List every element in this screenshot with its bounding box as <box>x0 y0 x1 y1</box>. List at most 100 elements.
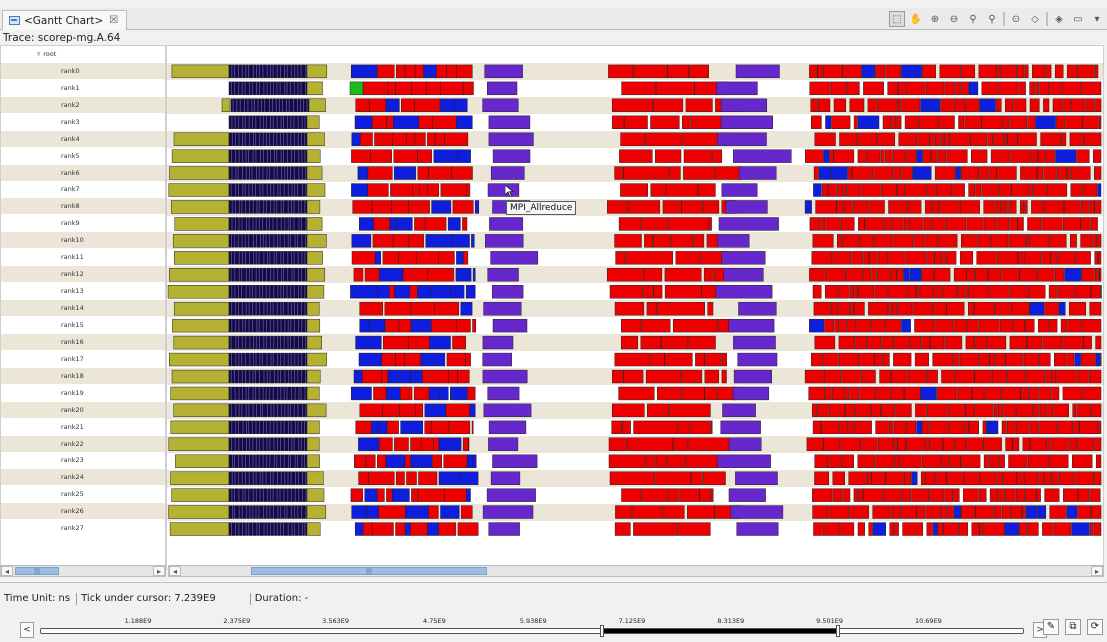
tree-item-rank24[interactable]: rank24 <box>1 469 165 487</box>
state-compute[interactable] <box>1062 98 1072 112</box>
tree-item-rank1[interactable]: rank1 <box>1 80 165 97</box>
state-compute[interactable] <box>687 505 715 519</box>
state-compute[interactable] <box>1006 369 1026 384</box>
state-compute[interactable] <box>854 302 865 316</box>
state-init-tail[interactable] <box>306 522 321 536</box>
state-compute[interactable] <box>805 149 824 163</box>
state-compute[interactable] <box>994 352 1006 367</box>
state-mpi-allreduce[interactable] <box>487 268 519 282</box>
state-mpi-wait[interactable] <box>357 166 369 180</box>
state-init-tail[interactable] <box>306 386 320 401</box>
state-compute[interactable] <box>901 98 921 112</box>
state-compute[interactable] <box>828 183 837 197</box>
state-compute[interactable] <box>975 183 982 197</box>
state-mpi-wait[interactable] <box>469 403 476 418</box>
state-mpi-allreduce[interactable] <box>738 302 777 316</box>
tree-item-rank7[interactable]: rank7 <box>1 182 165 199</box>
state-compute[interactable] <box>888 251 906 265</box>
state-compute[interactable] <box>665 183 698 197</box>
state-compute[interactable] <box>1045 149 1056 163</box>
state-compute[interactable] <box>372 234 394 248</box>
state-compute[interactable] <box>395 352 405 367</box>
state-compute[interactable] <box>1061 132 1067 146</box>
state-mpi-allreduce[interactable] <box>489 217 524 231</box>
state-compute[interactable] <box>940 505 947 519</box>
state-compute[interactable] <box>836 183 843 197</box>
state-compute[interactable] <box>681 369 703 384</box>
state-compute[interactable] <box>662 200 682 214</box>
state-compute[interactable] <box>909 217 924 231</box>
state-compute[interactable] <box>905 251 927 265</box>
state-compute[interactable] <box>824 318 835 333</box>
state-compute[interactable] <box>971 522 980 536</box>
state-compute[interactable] <box>1013 98 1027 112</box>
state-compute-dense[interactable] <box>228 335 308 350</box>
state-compute[interactable] <box>1048 234 1067 248</box>
state-compute[interactable] <box>964 420 969 435</box>
state-init[interactable] <box>174 251 230 265</box>
state-init-tail[interactable] <box>308 98 326 112</box>
state-mpi-allreduce[interactable] <box>491 285 524 299</box>
state-compute[interactable] <box>1057 251 1077 265</box>
state-compute[interactable] <box>1006 420 1016 435</box>
state-compute[interactable] <box>856 132 877 146</box>
state-compute[interactable] <box>408 200 430 214</box>
state-compute[interactable] <box>905 183 927 197</box>
state-mpi-allreduce[interactable] <box>488 522 520 536</box>
state-init-tail[interactable] <box>306 369 321 384</box>
state-compute[interactable] <box>457 369 470 384</box>
state-mpi-allreduce[interactable] <box>492 149 531 163</box>
state-compute[interactable] <box>898 132 918 146</box>
state-compute[interactable] <box>811 115 822 129</box>
state-init-tail[interactable] <box>306 166 323 180</box>
minimize-icon[interactable]: ▭ <box>1073 13 1083 25</box>
state-compute[interactable] <box>911 488 930 502</box>
state-compute[interactable] <box>993 132 1004 146</box>
state-compute[interactable] <box>956 386 972 401</box>
chart-scroll-thumb[interactable]: ||| <box>251 567 487 575</box>
state-compute[interactable] <box>1032 64 1046 79</box>
hand-tool-icon[interactable]: ✋ <box>909 13 923 25</box>
state-compute[interactable] <box>1003 132 1008 146</box>
state-compute[interactable] <box>810 98 818 112</box>
state-compute[interactable] <box>875 64 886 79</box>
state-init[interactable] <box>171 64 230 79</box>
state-compute[interactable] <box>400 386 413 401</box>
state-compute[interactable] <box>681 200 703 214</box>
state-compute[interactable] <box>390 183 413 197</box>
state-compute[interactable] <box>841 234 860 248</box>
state-compute[interactable] <box>935 183 953 197</box>
state-compute[interactable] <box>944 132 951 146</box>
state-compute[interactable] <box>414 98 441 112</box>
state-compute[interactable] <box>877 132 896 146</box>
state-compute[interactable] <box>925 81 945 96</box>
state-mpi-allreduce[interactable] <box>735 64 780 79</box>
state-compute[interactable] <box>1091 505 1102 519</box>
state-compute[interactable] <box>1066 352 1075 367</box>
state-compute[interactable] <box>954 98 966 112</box>
state-mpi-wait[interactable] <box>417 285 432 299</box>
state-compute[interactable] <box>959 251 974 265</box>
state-compute[interactable] <box>873 166 894 180</box>
state-compute[interactable] <box>930 335 945 350</box>
state-compute[interactable] <box>1057 285 1076 299</box>
state-compute[interactable] <box>939 64 961 79</box>
state-compute[interactable] <box>669 166 681 180</box>
state-mpi-wait[interactable] <box>471 234 475 248</box>
state-compute[interactable] <box>998 454 1005 468</box>
state-mpi-allreduce[interactable] <box>733 149 792 163</box>
state-compute[interactable] <box>1038 471 1044 485</box>
state-compute[interactable] <box>872 522 886 536</box>
state-compute[interactable] <box>892 149 907 163</box>
state-compute[interactable] <box>858 217 865 231</box>
state-compute[interactable] <box>894 403 912 418</box>
state-compute[interactable] <box>1030 437 1047 451</box>
state-compute[interactable] <box>1018 251 1024 265</box>
state-mpi-allreduce[interactable] <box>482 369 528 384</box>
state-compute[interactable] <box>1080 200 1090 214</box>
state-mpi-wait[interactable] <box>377 285 390 299</box>
state-compute[interactable] <box>963 471 980 485</box>
state-compute[interactable] <box>882 488 902 502</box>
state-mpi-wait[interactable] <box>385 98 400 112</box>
state-compute[interactable] <box>384 302 412 316</box>
